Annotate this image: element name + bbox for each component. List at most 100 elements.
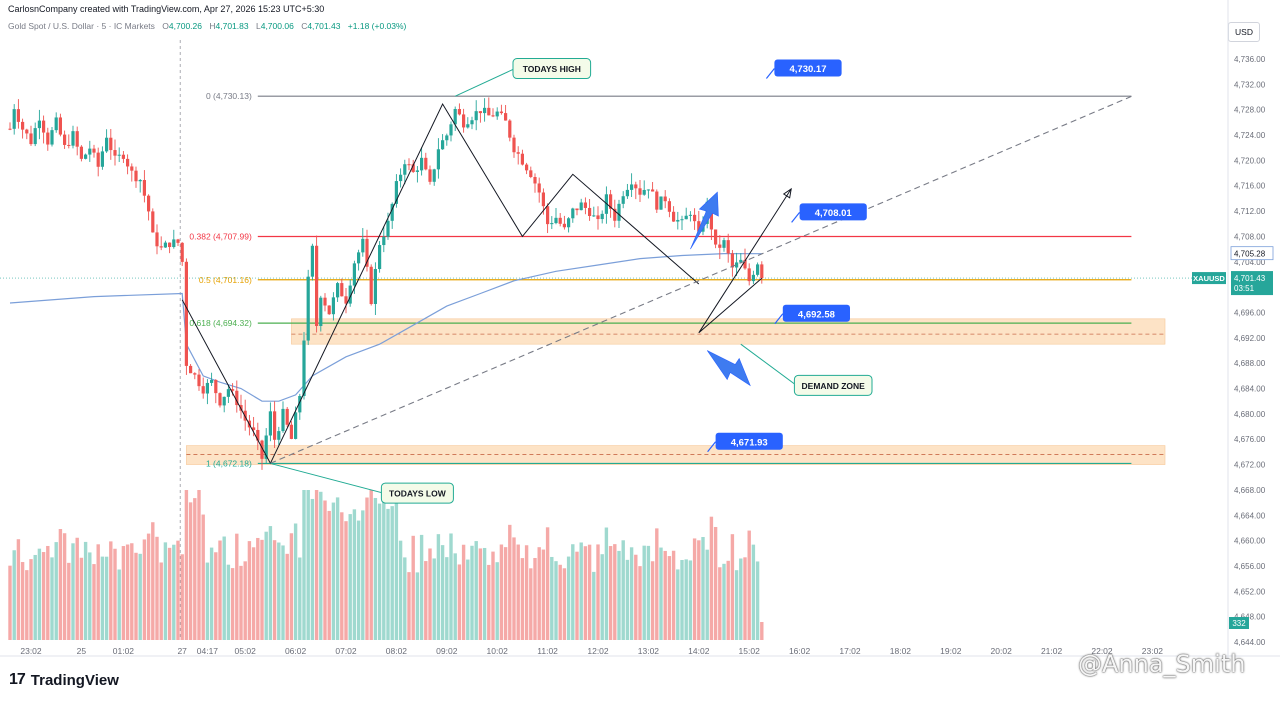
volume-bar: [281, 545, 285, 640]
callout-pointer: [707, 441, 717, 453]
bearish-arrow-icon: [706, 350, 751, 387]
volume-bar: [440, 545, 445, 640]
volume-bar: [701, 537, 705, 640]
candle-body: [407, 164, 411, 166]
volume-bar: [382, 498, 386, 640]
volume-bar: [474, 541, 478, 640]
volume-bar: [331, 502, 336, 640]
price-callout-text: 4,692.58: [798, 309, 835, 320]
volume-bar: [449, 533, 453, 640]
candle-body: [12, 109, 16, 129]
candle-body: [445, 135, 449, 141]
candle-body: [550, 223, 554, 225]
candle-body: [231, 389, 235, 391]
volume-bar: [218, 540, 222, 640]
volume-bar: [608, 546, 613, 640]
volume-bar: [697, 540, 701, 640]
volume-bar: [508, 524, 512, 640]
candle-body: [155, 232, 159, 247]
volume-bar: [596, 544, 600, 640]
candle-body: [315, 245, 319, 326]
candle-body: [105, 137, 109, 152]
volume-bar: [566, 556, 571, 640]
x-tick-label: 15:02: [739, 646, 761, 656]
volume-bar: [197, 490, 201, 640]
candle-body: [201, 386, 205, 394]
ma-price-tag: [1230, 246, 1274, 261]
volume-bar: [646, 545, 651, 640]
candle-body: [529, 170, 533, 178]
volume-bar: [289, 533, 294, 640]
candle-body: [424, 157, 428, 170]
candle-body: [159, 246, 163, 248]
candle-body: [634, 184, 638, 189]
candle-body: [117, 154, 121, 156]
price-callout-text: 4,671.93: [731, 437, 768, 448]
volume-bar: [58, 529, 63, 640]
candle-body: [411, 164, 415, 172]
volume-bar: [340, 512, 344, 640]
volume-bar: [411, 535, 415, 640]
y-tick-label: 4,648.00: [1234, 613, 1266, 622]
candle-body: [739, 259, 743, 263]
candle-body: [172, 239, 176, 248]
x-tick-label: 17:02: [839, 646, 861, 656]
candle-body: [588, 207, 592, 216]
candle-body: [487, 107, 491, 116]
candle-body: [46, 132, 50, 145]
y-tick-label: 4,712.00: [1234, 207, 1266, 216]
volume-bar: [655, 528, 659, 640]
volume-bar: [142, 539, 147, 640]
candle-body: [478, 111, 482, 114]
candle-body: [336, 283, 340, 298]
volume-bar: [54, 542, 58, 640]
candle-body: [600, 213, 604, 220]
volume-bar: [466, 559, 470, 640]
annotation-box: [793, 374, 873, 396]
volume-bar: [562, 568, 567, 640]
y-tick-label: 4,720.00: [1234, 156, 1266, 165]
candle-body: [348, 285, 352, 304]
volume-bar: [226, 564, 231, 640]
volume-bar: [130, 543, 134, 640]
volume-bar: [159, 562, 163, 640]
candle-body: [134, 170, 138, 182]
candle-body: [214, 379, 218, 394]
candle-body: [730, 253, 734, 268]
volume-bar: [520, 558, 525, 640]
volume-bar: [172, 544, 176, 640]
x-tick-label: 05:02: [235, 646, 257, 656]
candle-body: [592, 215, 596, 217]
candle-body: [163, 242, 167, 248]
candle-body: [294, 412, 298, 439]
volume-bar: [151, 522, 155, 640]
candle-body: [344, 296, 348, 304]
candle-body: [226, 389, 230, 397]
volume-bar: [390, 506, 394, 640]
candle-body: [663, 196, 667, 202]
candle-body: [29, 133, 33, 145]
candle-body: [718, 244, 722, 248]
candle-body: [684, 215, 688, 220]
tradingview-logo-icon: 17: [9, 671, 26, 688]
candle-body: [260, 440, 264, 459]
volume-bar: [155, 536, 159, 640]
callout-pointer: [791, 211, 801, 223]
candle-body: [168, 242, 172, 248]
volume-bar: [445, 557, 449, 640]
volume-bar: [348, 514, 352, 640]
volume-bar: [29, 559, 33, 640]
volume-bar: [285, 553, 289, 640]
volume-bar: [67, 562, 71, 640]
y-tick-label: 4,716.00: [1234, 182, 1266, 191]
volume-bar: [676, 569, 680, 640]
y-tick-label: 4,688.00: [1234, 359, 1266, 368]
candle-body: [747, 268, 751, 282]
candle-body: [525, 164, 529, 171]
candle-body: [567, 218, 571, 228]
candle-body: [491, 115, 495, 117]
volume-bar: [109, 541, 113, 640]
candle-body: [546, 206, 550, 225]
volume-bar: [634, 554, 638, 640]
price-chart[interactable]: 4,736.00 4,732.00 4,728.00 4,724.00 4,720.00…: [0, 0, 1280, 660]
